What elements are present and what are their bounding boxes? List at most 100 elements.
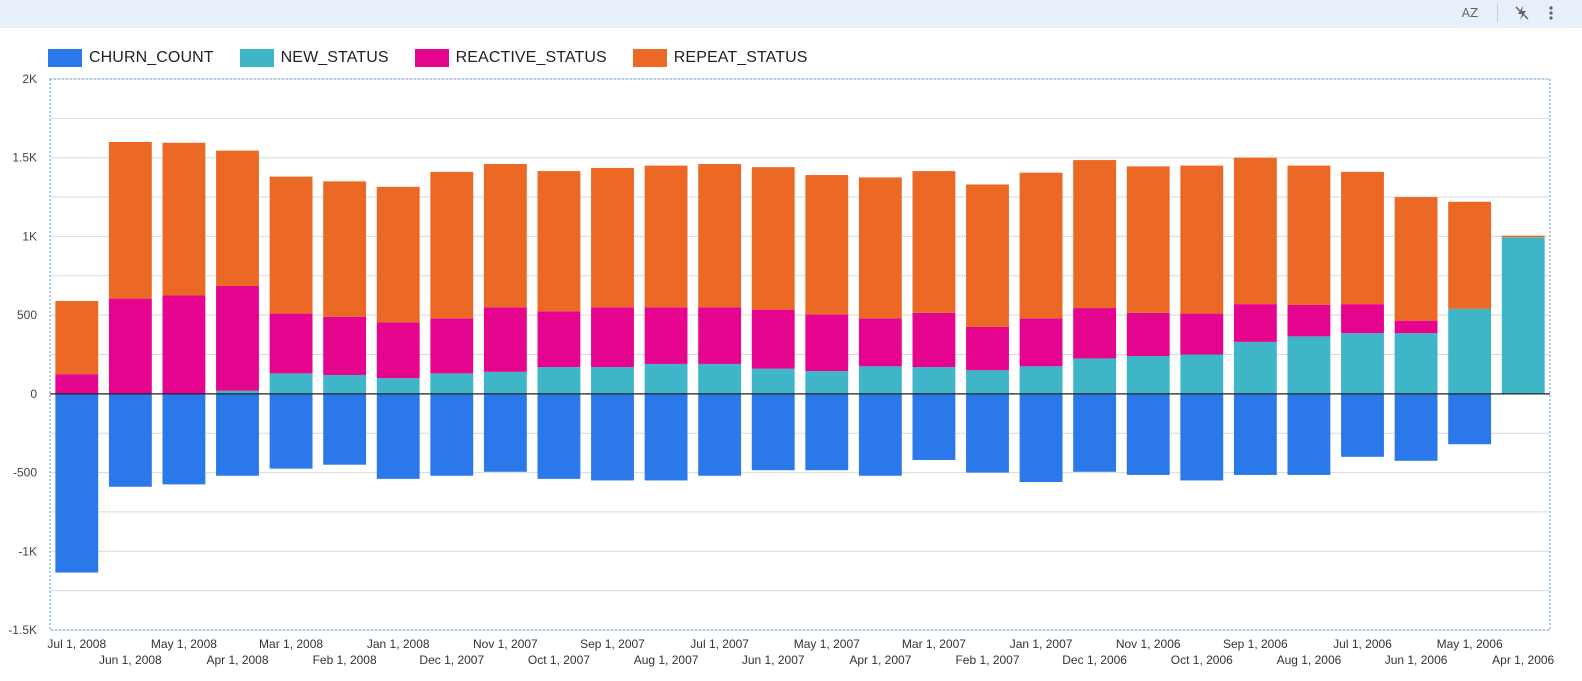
bar-reactive-status[interactable] [1073,308,1117,359]
bar-churn-count[interactable] [483,393,527,472]
legend-item-new-status[interactable]: NEW_STATUS [239,49,389,67]
bar-reactive-status[interactable] [858,318,902,367]
bar-repeat-status[interactable] [1019,172,1063,319]
bar-new-status[interactable] [858,366,902,394]
bar-churn-count[interactable] [698,393,742,476]
bar-new-status[interactable] [1073,358,1117,394]
crossed-lightning-icon[interactable] [1511,2,1533,24]
bar-new-status[interactable] [751,368,795,394]
bar-repeat-status[interactable] [216,150,259,287]
bar-repeat-status[interactable] [483,164,527,308]
bar-new-status[interactable] [323,374,367,394]
bar-new-status[interactable] [1287,336,1331,394]
bar-repeat-status[interactable] [751,167,795,310]
bar-repeat-status[interactable] [1233,157,1277,305]
bar-reactive-status[interactable] [430,318,474,374]
bar-reactive-status[interactable] [1019,318,1063,367]
sort-az-icon[interactable]: AZ [1459,2,1481,24]
bar-churn-count[interactable] [644,393,688,481]
bar-reactive-status[interactable] [751,309,795,369]
bar-reactive-status[interactable] [269,313,313,374]
bar-new-status[interactable] [1448,308,1492,394]
bar-repeat-status[interactable] [323,181,367,317]
bar-new-status[interactable] [1394,333,1438,394]
bar-repeat-status[interactable] [108,141,152,299]
bar-repeat-status[interactable] [805,175,849,315]
bar-new-status[interactable] [269,373,313,394]
bar-churn-count[interactable] [805,393,849,471]
bar-reactive-status[interactable] [1126,312,1170,357]
bar-churn-count[interactable] [1233,393,1277,475]
bar-new-status[interactable] [1019,366,1063,394]
bar-churn-count[interactable] [216,393,259,476]
bar-new-status[interactable] [1126,356,1170,394]
bar-churn-count[interactable] [751,393,795,471]
bar-repeat-status[interactable] [162,142,206,296]
bar-churn-count[interactable] [1019,393,1063,483]
bar-new-status[interactable] [591,367,634,394]
bar-churn-count[interactable] [912,393,956,460]
bar-repeat-status[interactable] [698,164,742,308]
bar-churn-count[interactable] [1073,393,1117,472]
bar-new-status[interactable] [1180,354,1224,394]
bar-reactive-status[interactable] [1180,313,1224,355]
bar-repeat-status[interactable] [1073,160,1117,309]
bar-reactive-status[interactable] [966,326,1009,371]
bar-repeat-status[interactable] [1448,201,1492,309]
bar-repeat-status[interactable] [55,300,99,375]
bar-churn-count[interactable] [1126,393,1170,475]
bar-reactive-status[interactable] [912,312,956,368]
bar-repeat-status[interactable] [1394,197,1438,321]
bar-churn-count[interactable] [858,393,902,476]
bar-repeat-status[interactable] [1126,166,1170,313]
bar-reactive-status[interactable] [1287,304,1331,337]
bar-churn-count[interactable] [966,393,1009,473]
bar-churn-count[interactable] [162,393,206,485]
bar-churn-count[interactable] [537,393,581,479]
bar-reactive-status[interactable] [162,295,206,394]
bar-reactive-status[interactable] [108,298,152,394]
bar-new-status[interactable] [1341,333,1384,394]
bar-reactive-status[interactable] [805,314,849,372]
bar-reactive-status[interactable] [483,307,527,372]
bar-new-status[interactable] [1501,237,1545,394]
bar-repeat-status[interactable] [591,167,634,308]
bar-churn-count[interactable] [1341,393,1384,457]
legend-item-reactive-status[interactable]: REACTIVE_STATUS [414,49,607,67]
bar-reactive-status[interactable] [591,307,634,368]
bar-reactive-status[interactable] [1341,304,1384,334]
bar-new-status[interactable] [805,371,849,394]
bar-repeat-status[interactable] [430,171,474,319]
bar-repeat-status[interactable] [1501,235,1545,238]
bar-repeat-status[interactable] [966,184,1009,327]
legend-item-repeat-status[interactable]: REPEAT_STATUS [632,49,808,67]
bar-repeat-status[interactable] [858,177,902,319]
legend-item-churn-count[interactable]: CHURN_COUNT [48,49,214,67]
bar-repeat-status[interactable] [912,171,956,313]
bar-repeat-status[interactable] [1341,171,1384,305]
bar-new-status[interactable] [430,373,474,394]
bar-new-status[interactable] [216,390,259,394]
bar-reactive-status[interactable] [644,307,688,364]
bar-reactive-status[interactable] [537,311,581,368]
bar-reactive-status[interactable] [216,286,259,391]
bar-new-status[interactable] [483,371,527,394]
bar-churn-count[interactable] [1448,393,1492,445]
bar-repeat-status[interactable] [269,176,313,314]
bar-churn-count[interactable] [591,393,634,481]
bar-reactive-status[interactable] [1394,320,1438,334]
bar-new-status[interactable] [376,378,420,394]
bar-repeat-status[interactable] [644,165,688,308]
bar-reactive-status[interactable] [698,307,742,364]
bar-churn-count[interactable] [323,393,367,465]
bar-reactive-status[interactable] [55,374,99,394]
bar-repeat-status[interactable] [1180,165,1224,314]
bar-churn-count[interactable] [430,393,474,476]
bar-new-status[interactable] [966,370,1009,394]
bar-churn-count[interactable] [108,393,152,487]
bar-churn-count[interactable] [1394,393,1438,461]
bar-churn-count[interactable] [1180,393,1224,481]
bar-new-status[interactable] [537,367,581,394]
bar-repeat-status[interactable] [376,186,420,323]
bar-new-status[interactable] [698,363,742,394]
